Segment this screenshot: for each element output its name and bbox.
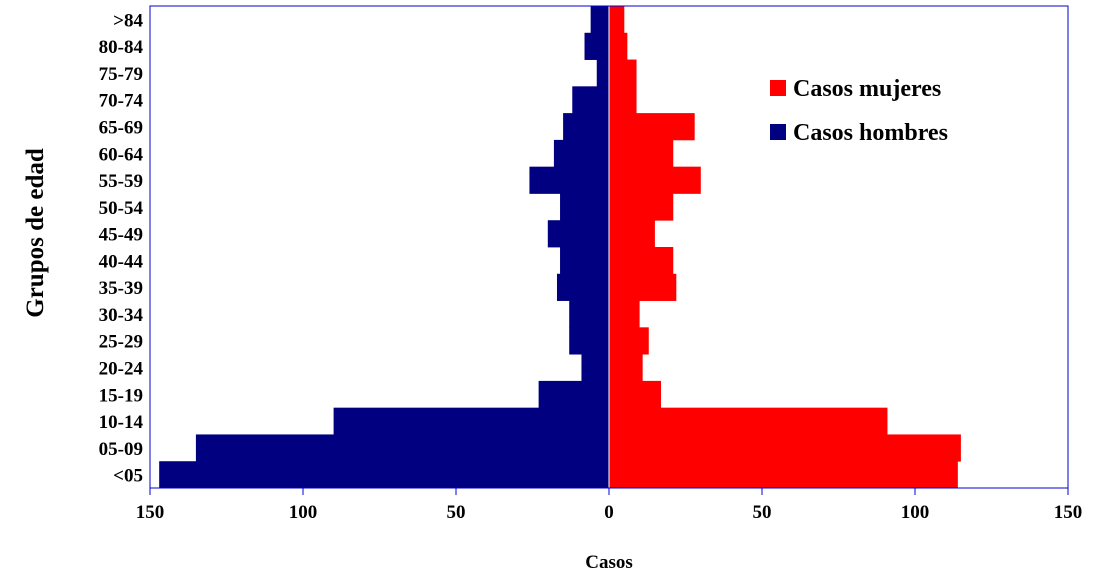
category-label: <05 (113, 466, 143, 487)
bar-mujeres-80-84 (609, 32, 628, 60)
y-axis-title: Grupos de edad (22, 148, 49, 318)
category-label: 15-19 (99, 385, 143, 406)
category-label: 35-39 (99, 278, 143, 299)
bar-hombres-05-09 (195, 434, 609, 462)
legend-swatch-mujeres (770, 80, 786, 96)
category-label: >84 (113, 10, 143, 31)
bar-hombres-65-69 (563, 113, 609, 141)
bar-hombres-50-54 (560, 193, 609, 221)
category-label: 50-54 (99, 198, 144, 219)
bar-mujeres-40-44 (609, 247, 674, 275)
x-tick-label: 100 (901, 502, 930, 523)
bar-hombres-45-49 (547, 220, 609, 248)
legend: Casos mujeres Casos hombres (770, 76, 948, 146)
legend-label-hombres: Casos hombres (793, 120, 948, 146)
x-tick-label: 100 (289, 502, 318, 523)
category-label: 45-49 (99, 225, 143, 246)
category-label: 60-64 (99, 144, 144, 165)
category-label: 25-29 (99, 332, 143, 353)
bar-mujeres-25-29 (609, 327, 649, 355)
category-label: 30-34 (99, 305, 144, 326)
legend-swatch-hombres (770, 124, 786, 140)
legend-label-mujeres: Casos mujeres (793, 76, 941, 102)
bar-mujeres-10-14 (609, 407, 888, 435)
bar-mujeres->84 (609, 6, 625, 34)
bar-mujeres-60-64 (609, 139, 674, 168)
bar-hombres-60-64 (553, 139, 609, 168)
bar-hombres-25-29 (569, 327, 609, 355)
bar-mujeres-05-09 (609, 434, 961, 462)
x-axis-ticks: 150 100 50 0 50 100 150 (136, 488, 1083, 523)
bar-mujeres-35-39 (609, 273, 677, 301)
x-tick-label: 150 (1054, 502, 1083, 523)
bar-hombres-75-79 (596, 59, 609, 87)
category-label: 55-59 (99, 171, 143, 192)
bar-mujeres-70-74 (609, 86, 637, 114)
category-label: 20-24 (99, 359, 144, 380)
bar-hombres-70-74 (572, 86, 609, 114)
bar-hombres-15-19 (538, 380, 609, 409)
category-label: 10-14 (99, 412, 144, 433)
bar-hombres-35-39 (556, 273, 609, 301)
x-tick-label: 50 (447, 502, 466, 523)
bar-hombres-80-84 (584, 32, 609, 60)
bar-mujeres-65-69 (609, 113, 695, 141)
bar-mujeres-50-54 (609, 193, 674, 221)
bar-hombres->84 (590, 6, 609, 34)
x-tick-label: 0 (604, 502, 614, 523)
category-label: 75-79 (99, 64, 143, 85)
bar-mujeres-30-34 (609, 300, 640, 328)
category-labels: <05 05-09 10-14 15-19 20-24 25-29 30-34 35-39 40… (99, 10, 144, 486)
category-label: 40-44 (99, 251, 144, 272)
bar-mujeres-75-79 (609, 59, 637, 87)
bars-layer (159, 6, 961, 489)
bar-hombres-10-14 (333, 407, 609, 435)
x-axis-title: Casos (585, 552, 633, 573)
category-label: 05-09 (99, 439, 143, 460)
bar-hombres-40-44 (560, 247, 609, 275)
bar-hombres-20-24 (581, 354, 609, 382)
category-label: 65-69 (99, 118, 143, 139)
bar-mujeres-<05 (609, 461, 958, 489)
bar-hombres-<05 (159, 461, 609, 489)
bar-hombres-30-34 (569, 300, 609, 328)
bar-mujeres-55-59 (609, 166, 701, 194)
category-label: 80-84 (99, 37, 144, 58)
bar-hombres-55-59 (529, 166, 609, 194)
bar-mujeres-45-49 (609, 220, 655, 248)
bar-mujeres-20-24 (609, 354, 643, 382)
category-label: 70-74 (99, 91, 144, 112)
x-tick-label: 150 (136, 502, 165, 523)
x-tick-label: 50 (753, 502, 772, 523)
bar-mujeres-15-19 (609, 380, 662, 409)
